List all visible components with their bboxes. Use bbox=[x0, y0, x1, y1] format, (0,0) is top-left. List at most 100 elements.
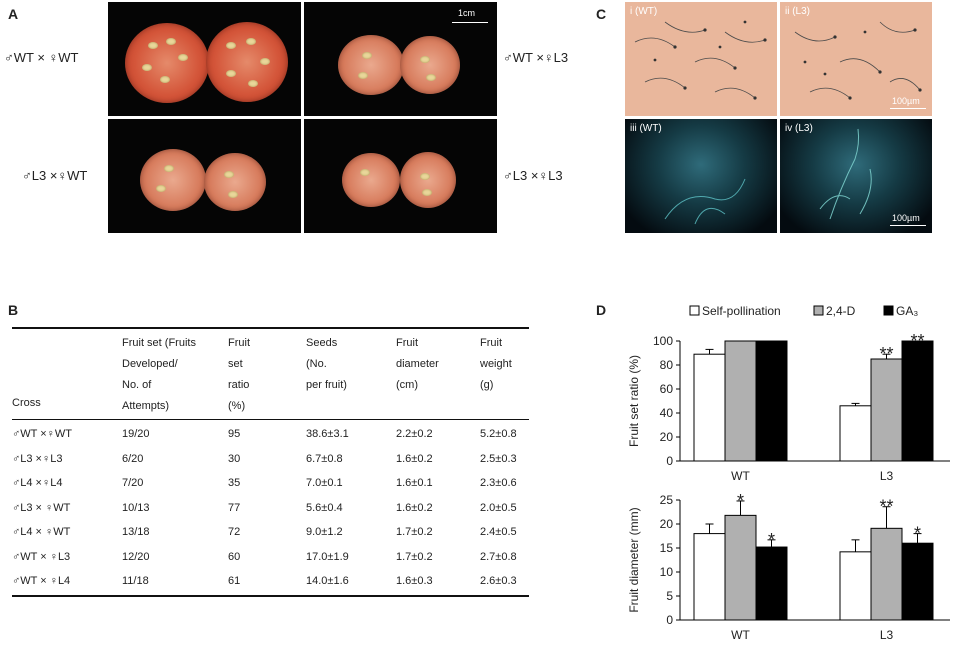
legend-swatch bbox=[883, 305, 894, 316]
table-cell: 5.2±0.8 bbox=[480, 428, 517, 440]
scale-bar bbox=[890, 225, 926, 226]
y-tick-label: 60 bbox=[660, 382, 674, 396]
table-header-cell: per fruit) bbox=[306, 379, 347, 391]
pollen-tube-fluorescence bbox=[819, 128, 872, 220]
x-tick-label: L3 bbox=[880, 469, 894, 483]
fruit-half bbox=[140, 149, 206, 211]
bar bbox=[870, 358, 903, 462]
scale-bar-label: 100µm bbox=[892, 96, 920, 106]
seed bbox=[156, 185, 166, 192]
table-cell: 1.6±0.1 bbox=[396, 477, 433, 489]
seed bbox=[226, 70, 236, 77]
table-row-cross: ♂L3 × ♀WT bbox=[12, 501, 71, 514]
cross-label: ♂L3 ×♀WT bbox=[22, 168, 88, 183]
table-cell: 2.0±0.5 bbox=[480, 501, 517, 514]
fluorescence-micrograph-l3: iv (L3) 100µm bbox=[780, 119, 932, 233]
significance-mark: ** bbox=[910, 331, 924, 351]
table-cell: 2.5±0.3 bbox=[480, 452, 517, 465]
y-axis-label: Fruit diameter (mm) bbox=[627, 507, 641, 612]
legend-label: 2,4-D bbox=[826, 304, 856, 318]
table-cell: 2.6±0.3 bbox=[480, 575, 517, 587]
table-cell: 1.7±0.2 bbox=[396, 550, 433, 563]
scale-bar bbox=[452, 22, 488, 23]
fruit-half bbox=[204, 153, 266, 211]
bar bbox=[724, 340, 757, 462]
table-cell: 6/20 bbox=[122, 452, 144, 465]
table-cell: 1.6±0.2 bbox=[396, 452, 433, 465]
table-cell: 2.7±0.8 bbox=[480, 550, 517, 563]
table-header-cell: weight bbox=[480, 358, 512, 370]
table-cell: 38.6±3.1 bbox=[306, 428, 349, 440]
bar bbox=[755, 546, 788, 621]
bar-charts: Self-pollination 2,4-D GA₃ 020406080100Fru… bbox=[627, 304, 950, 642]
table-cell: 12/20 bbox=[122, 550, 150, 563]
scale-bar-label: 100µm bbox=[892, 213, 920, 223]
table-header-rule bbox=[12, 419, 529, 420]
cross-label: ♂WT ×♀L3 bbox=[503, 50, 569, 65]
seed bbox=[178, 54, 188, 61]
table-bottom-rule bbox=[12, 595, 529, 597]
table-row-cross: ♂L4 ×♀L4 bbox=[12, 477, 63, 489]
table-cell: 7/20 bbox=[122, 477, 144, 489]
seed bbox=[226, 42, 236, 49]
bar bbox=[693, 533, 726, 621]
table-cell: 60 bbox=[228, 550, 241, 563]
bar bbox=[839, 405, 872, 462]
panel-label-a: A bbox=[8, 6, 19, 22]
fruit-set-ratio-chart: 0 20 40 60 80 100 Fruit set ratio (%) WT ** ** L3 bbox=[627, 331, 950, 483]
table-header-cell: No. of bbox=[122, 379, 152, 391]
pollen-micrograph-l3: ii (L3) 100µm bbox=[780, 2, 932, 116]
x-tick-label: WT bbox=[731, 469, 750, 483]
fruit-half bbox=[125, 23, 209, 103]
seed bbox=[248, 80, 258, 87]
panel-label-d: D bbox=[596, 302, 607, 318]
panel-label-c: C bbox=[596, 6, 607, 22]
table-cell: 10/13 bbox=[122, 501, 150, 514]
table-cell: 72 bbox=[228, 526, 241, 538]
seed bbox=[166, 38, 176, 45]
bar bbox=[693, 353, 726, 462]
seed bbox=[224, 171, 234, 178]
cross-label: ♂WT × ♀WT bbox=[4, 50, 79, 65]
table-cell: 5.6±0.4 bbox=[306, 501, 343, 514]
seed bbox=[164, 165, 174, 172]
significance-mark: ** bbox=[879, 497, 893, 517]
seed bbox=[422, 189, 432, 196]
table-cell: 2.2±0.2 bbox=[396, 428, 433, 440]
seed bbox=[148, 42, 158, 49]
y-tick-label: 10 bbox=[660, 565, 674, 579]
table-header-cell: set bbox=[228, 358, 243, 370]
table-header-cell: Cross bbox=[12, 397, 41, 409]
table-row-cross: ♂L4 × ♀WT bbox=[12, 526, 71, 538]
table-cell: 19/20 bbox=[122, 428, 150, 440]
table-row-cross: ♂WT × ♀L4 bbox=[12, 575, 71, 587]
chart-legend: Self-pollination 2,4-D GA₃ bbox=[689, 304, 918, 318]
micrograph-label: iv (L3) bbox=[785, 123, 813, 134]
seed bbox=[362, 52, 372, 59]
fruit-photo-wt-l3: 1cm bbox=[304, 2, 497, 116]
table-cell: 61 bbox=[228, 575, 241, 587]
y-tick-label: 20 bbox=[660, 430, 674, 444]
table-cell: 14.0±1.6 bbox=[306, 575, 349, 587]
table-header-cell: (%) bbox=[228, 400, 246, 412]
table-cell: 13/18 bbox=[122, 526, 150, 538]
seed bbox=[260, 58, 270, 65]
significance-mark: * bbox=[914, 524, 921, 544]
fruit-photo-wt-wt bbox=[108, 2, 301, 116]
y-tick-label: 0 bbox=[666, 613, 673, 627]
bar bbox=[755, 340, 788, 462]
table-cell: 30 bbox=[228, 452, 241, 465]
x-tick-label: WT bbox=[731, 628, 750, 642]
bar bbox=[901, 340, 934, 462]
fruit-half bbox=[338, 35, 404, 95]
table-header-cell: Fruit set (Fruits bbox=[122, 337, 196, 349]
legend-swatch bbox=[813, 305, 824, 316]
pollen-tube-fluorescence bbox=[664, 178, 746, 225]
seed bbox=[420, 173, 430, 180]
table-cell: 9.0±1.2 bbox=[306, 526, 343, 538]
table-header-cell: Fruit bbox=[228, 337, 250, 349]
fruit-photo-l3-l3 bbox=[304, 119, 497, 233]
bar bbox=[839, 551, 872, 621]
legend-swatch bbox=[689, 305, 700, 316]
